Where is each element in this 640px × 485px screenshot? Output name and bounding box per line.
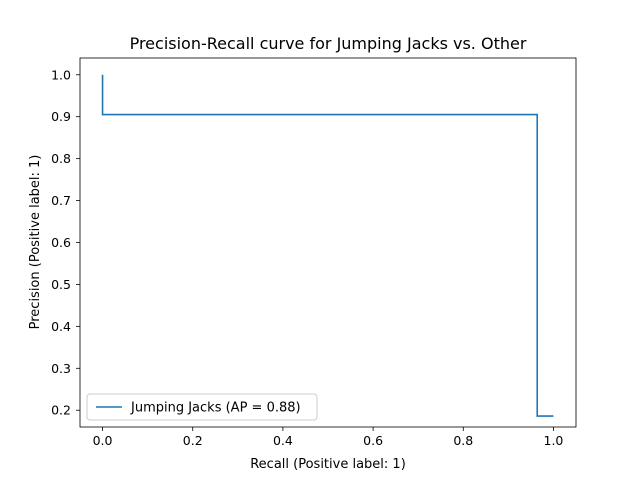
plot-area: 0.0 0.2 0.4 0.6 0.8 1.0 0.2 0.3 0.4 0.5 0.6 0.7 0.8 0… xyxy=(51,57,577,448)
x-tick-label: 0.8 xyxy=(453,433,473,448)
y-tick-label: 1.0 xyxy=(51,67,71,82)
x-tick-label: 1.0 xyxy=(544,433,564,448)
y-tick-label: 0.6 xyxy=(51,235,71,250)
series-line xyxy=(101,74,554,417)
y-tick-label: 0.9 xyxy=(51,109,71,124)
x-tick-label: 0.4 xyxy=(273,433,293,448)
x-tick-label: 0.6 xyxy=(363,433,383,448)
axes-frame xyxy=(79,57,577,428)
y-tick-label: 0.4 xyxy=(51,319,71,334)
legend-box xyxy=(86,393,318,421)
y-tick-label: 0.5 xyxy=(51,277,71,292)
y-axis-label: Precision (Positive label: 1) xyxy=(28,155,43,330)
y-tick-label: 0.7 xyxy=(51,193,71,208)
chart-title: Precision-Recall curve for Jumping Jacks… xyxy=(130,34,527,53)
x-tick-label: 0.0 xyxy=(93,433,113,448)
x-axis-label: Recall (Positive label: 1) xyxy=(250,457,406,472)
legend-label: Jumping Jacks (AP = 0.88) xyxy=(130,401,301,416)
y-tick-label: 0.3 xyxy=(51,361,71,376)
x-tick-label: 0.2 xyxy=(183,433,203,448)
y-tick-label: 0.2 xyxy=(51,403,71,418)
y-tick-label: 0.8 xyxy=(51,151,71,166)
